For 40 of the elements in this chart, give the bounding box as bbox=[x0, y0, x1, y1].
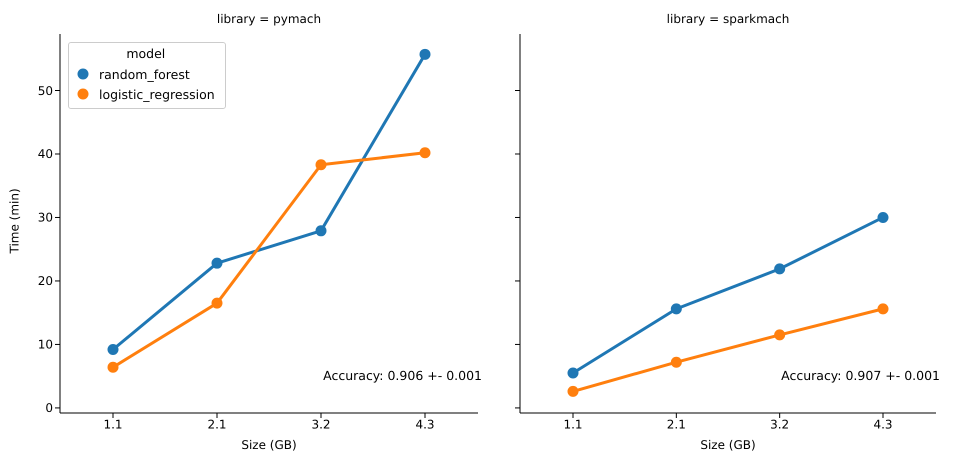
x-tick-label: 4.3 bbox=[873, 418, 893, 432]
point bbox=[670, 356, 682, 368]
x-tick-label: 2.1 bbox=[207, 418, 227, 432]
chart-title: library = sparkmach bbox=[666, 12, 790, 26]
legend-label: logistic_regression bbox=[99, 86, 215, 102]
x-axis-title: Size (GB) bbox=[241, 438, 297, 452]
point bbox=[316, 225, 326, 236]
point bbox=[108, 362, 118, 373]
y-tick-label: 30 bbox=[38, 210, 53, 225]
legend-title: model bbox=[125, 46, 166, 61]
point bbox=[212, 258, 222, 269]
chart-title: library = pymach bbox=[216, 12, 322, 26]
y-tick-label: 10 bbox=[38, 338, 53, 352]
annotation: Accuracy: 0.907 +- 0.001 bbox=[781, 368, 940, 383]
point bbox=[316, 159, 326, 170]
point bbox=[670, 303, 682, 314]
y-tick-label: 40 bbox=[38, 147, 53, 162]
point bbox=[108, 344, 118, 356]
legend-label: random_forest bbox=[99, 66, 190, 82]
point bbox=[568, 386, 578, 397]
annotation: Accuracy: 0.906 +- 0.001 bbox=[323, 368, 482, 383]
point bbox=[420, 48, 430, 60]
x-tick-label: 3.2 bbox=[770, 418, 790, 432]
x-tick-label: 2.1 bbox=[666, 418, 686, 432]
x-axis-title: Size (GB) bbox=[700, 438, 756, 452]
point bbox=[420, 147, 430, 158]
x-tick-label: 1.1 bbox=[103, 418, 123, 432]
x-tick-label: 1.1 bbox=[563, 418, 583, 432]
point bbox=[774, 263, 786, 274]
point bbox=[212, 298, 222, 309]
x-tick-label: 3.2 bbox=[311, 418, 331, 432]
y-tick-label: 0 bbox=[45, 401, 53, 416]
x-tick-label: 4.3 bbox=[415, 418, 435, 432]
point bbox=[878, 303, 888, 314]
y-axis-title: Time (min) bbox=[7, 188, 22, 254]
y-tick-label: 20 bbox=[38, 274, 53, 288]
point bbox=[878, 212, 888, 223]
point bbox=[774, 329, 786, 340]
point bbox=[568, 368, 578, 379]
y-tick-label: 50 bbox=[38, 84, 53, 98]
